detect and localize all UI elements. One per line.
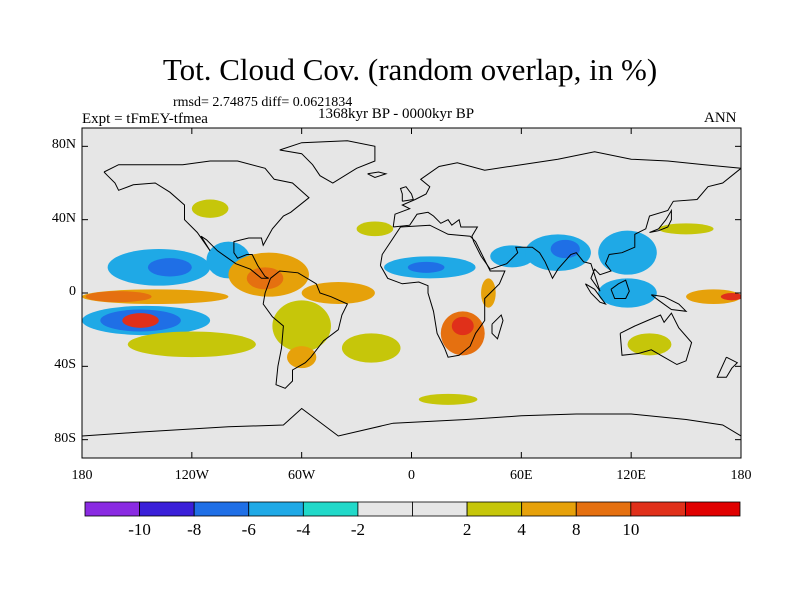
experiment-label: Expt = tFmEY-tfmea [82, 111, 208, 127]
colorbar-swatch [248, 501, 304, 517]
madagascar-coastline [491, 314, 504, 340]
colorbar-swatch [521, 501, 577, 517]
colorbar-label: -2 [350, 520, 365, 539]
north-atlantic-cloud-increase [356, 221, 394, 237]
y-tick-label: 80N [51, 137, 76, 153]
colorbar [84, 501, 741, 517]
east-asia-cloud-decrease [598, 230, 657, 275]
colorbar-swatch [139, 501, 195, 517]
south-pacific-cloud-decrease-core [122, 313, 159, 328]
colorbar-swatch [302, 501, 359, 517]
coastline-layer [82, 140, 741, 437]
sumatra-coastline [584, 283, 607, 305]
south-america-coastline [262, 270, 349, 389]
x-tick-label: 120E [616, 468, 646, 483]
colorbar-label: 10 [622, 520, 640, 539]
new-guinea-coastline [650, 294, 688, 312]
india-cloud-decrease-core [550, 239, 580, 259]
colorbar-label: -8 [187, 520, 202, 539]
x-tick-label: 60W [288, 468, 316, 483]
borneo-coastline [610, 279, 630, 299]
colorbar-swatch [575, 501, 632, 517]
antarctica-coastline [82, 407, 741, 437]
colorbar-swatch [685, 501, 741, 517]
new-zealand-coastline [716, 356, 739, 378]
australia-cloud-increase [627, 333, 672, 356]
uk-coastline [399, 186, 414, 202]
season-label: ANN [704, 110, 737, 126]
colorbar-swatch [193, 501, 250, 517]
colorbar-swatch [412, 501, 468, 517]
x-tick-label: 120W [174, 468, 209, 483]
east-pacific-cloud-increase-core [85, 291, 152, 303]
australia-coastline [619, 312, 693, 366]
colorbar-label: 4 [517, 520, 526, 539]
colorbar-label: 8 [572, 520, 581, 539]
north-america-coastline [103, 160, 310, 279]
colorbar-label: -6 [241, 520, 256, 539]
west-pacific-cloud-increase-core [720, 293, 741, 301]
north-pacific-cloud-decrease-core [147, 258, 192, 277]
colorbar-label: -10 [128, 520, 151, 539]
south-atlantic-cloud-increase [341, 333, 401, 363]
africa-coastline [379, 224, 506, 358]
southern-africa-cloud-increase-core [451, 316, 474, 336]
y-tick-label: 0 [69, 284, 76, 299]
sahel-cloud-decrease-core [407, 261, 445, 273]
y-tick-label: 40N [51, 210, 76, 226]
iceland-coastline [367, 171, 388, 179]
north-pacific-cloud-increase [191, 199, 229, 218]
colorbar-swatch [357, 501, 413, 517]
amazon-cloud-increase [272, 300, 331, 352]
tropical-atlantic-cloud-increase [301, 282, 375, 304]
colorbar-swatch [630, 501, 686, 517]
nw-pacific-cloud-increase [658, 223, 714, 235]
y-tick-label: 40S [54, 357, 76, 373]
stats-label: rmsd= 2.74875 diff= 0.0621834 [173, 95, 353, 110]
colorbar-swatch [466, 501, 523, 517]
x-tick-label: 180 [730, 468, 752, 483]
tick-marks [81, 128, 742, 458]
colorbar-label: 2 [462, 520, 472, 539]
y-tick-label: 80S [54, 430, 76, 446]
x-tick-label: 0 [408, 468, 415, 483]
south-pacific-cloud-increase [127, 331, 256, 358]
x-tick-label: 60E [510, 468, 533, 483]
east-africa-cloud-increase [481, 278, 496, 308]
greenland-coastline [279, 140, 376, 184]
maritime-continent-cloud-decrease [598, 278, 657, 308]
chart-title: Tot. Cloud Cov. (random overlap, in %) [162, 52, 658, 87]
colorbar-swatch [84, 501, 140, 517]
colorbar-label: -4 [296, 520, 311, 539]
arabia-cloud-decrease [490, 245, 535, 268]
southern-ocean-cloud-increase [418, 393, 478, 405]
x-tick-label: 180 [71, 468, 93, 483]
eurasia-coastline [392, 151, 741, 292]
south-america-cloud-decrease [287, 346, 317, 369]
period-label: 1368kyr BP - 0000kyr BP [318, 106, 475, 122]
west-pacific-cloud-increase [686, 289, 741, 304]
anomaly-layer [82, 199, 741, 405]
japan-coastline [649, 208, 672, 233]
